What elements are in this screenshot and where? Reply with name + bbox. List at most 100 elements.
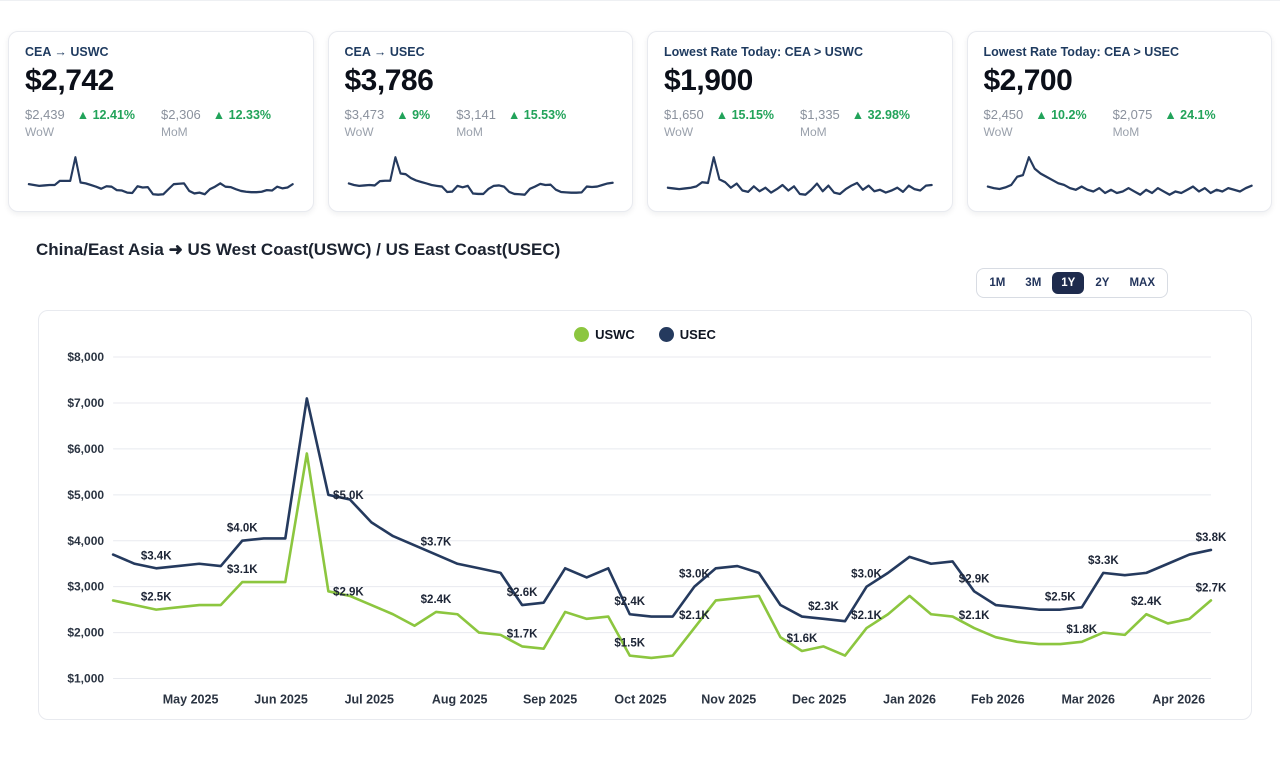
wow-label: WoW — [25, 125, 55, 139]
mom-value: $3,141 — [456, 107, 496, 122]
rate-cards-row: CEA → USWC $2,742 $2,439 ▲ 12.41% WoW $2… — [0, 0, 1280, 220]
svg-text:Nov 2025: Nov 2025 — [701, 693, 756, 707]
svg-text:$3.4K: $3.4K — [141, 550, 172, 562]
wow-value: $2,439 — [25, 107, 65, 122]
wow-label: WoW — [344, 125, 374, 139]
current-rate: $3,786 — [344, 64, 434, 97]
svg-text:$2.5K: $2.5K — [141, 592, 172, 604]
mom-stat: $2,075 ▲ 24.1% MoM — [1113, 107, 1216, 139]
rate-card-cea-usec: CEA → USEC $3,786 $3,473 ▲ 9% WoW $3,141… — [327, 31, 633, 212]
svg-text:$1.8K: $1.8K — [1066, 624, 1097, 636]
svg-text:$2.5K: $2.5K — [1045, 592, 1076, 604]
mom-label: MoM — [161, 125, 188, 139]
rate-sparkline — [27, 156, 294, 196]
legend-item-usec[interactable]: USEC — [658, 326, 716, 342]
svg-text:$3.7K: $3.7K — [421, 537, 452, 549]
svg-text:Dec 2025: Dec 2025 — [792, 693, 846, 707]
route-label: Lowest Rate Today: CEA > USWC — [664, 45, 863, 59]
wow-stat: $3,473 ▲ 9% WoW — [345, 107, 431, 139]
route-label: Lowest Rate Today: CEA > USEC — [983, 45, 1180, 59]
mom-label: MoM — [800, 125, 827, 139]
wow-value: $3,473 — [344, 107, 385, 122]
wow-change: ▲ 12.41% — [76, 108, 136, 122]
mom-stat: $2,306 ▲ 12.33% MoM — [161, 107, 271, 139]
svg-text:$2,000: $2,000 — [67, 626, 104, 640]
route-label: CEA → USEC — [344, 45, 425, 59]
svg-text:$1.5K: $1.5K — [614, 638, 645, 650]
svg-text:Feb 2026: Feb 2026 — [971, 693, 1025, 707]
svg-text:$2.9K: $2.9K — [333, 586, 364, 598]
range-button-1m[interactable]: 1M — [980, 272, 1014, 294]
wow-stat: $2,439 ▲ 12.41% WoW — [25, 107, 135, 139]
mom-change: ▲ 12.33% — [212, 108, 272, 122]
svg-text:$2.1K: $2.1K — [851, 610, 882, 622]
section-title: China/East Asia ➜ US West Coast(USWC) / … — [36, 240, 561, 259]
wow-stat: $1,650 ▲ 15.15% WoW — [664, 107, 774, 139]
rate-card-lowest-uswc: Lowest Rate Today: CEA > USWC $1,900 $1,… — [647, 31, 953, 212]
svg-text:$5.0K: $5.0K — [333, 490, 364, 502]
mom-change: ▲ 32.98% — [851, 108, 911, 122]
svg-text:$2.4K: $2.4K — [421, 594, 452, 606]
range-button-2y[interactable]: 2Y — [1086, 272, 1118, 294]
svg-text:$1.7K: $1.7K — [507, 628, 538, 640]
svg-text:$3.3K: $3.3K — [1088, 555, 1119, 567]
svg-text:$3.0K: $3.0K — [851, 569, 882, 581]
current-rate: $2,700 — [983, 64, 1073, 97]
svg-text:$7,000: $7,000 — [67, 396, 104, 410]
svg-text:Mar 2026: Mar 2026 — [1061, 693, 1115, 707]
svg-text:$3,000: $3,000 — [67, 580, 104, 594]
svg-text:$2.4K: $2.4K — [614, 596, 645, 608]
svg-text:$4.0K: $4.0K — [227, 523, 258, 535]
mom-change: ▲ 24.1% — [1164, 108, 1216, 122]
legend-label: USEC — [679, 326, 716, 342]
mom-stat: $1,335 ▲ 32.98% MoM — [800, 107, 910, 139]
svg-text:$5,000: $5,000 — [67, 488, 104, 502]
svg-text:$2.3K: $2.3K — [808, 601, 839, 613]
range-button-max[interactable]: MAX — [1120, 272, 1164, 294]
svg-text:$6,000: $6,000 — [67, 442, 104, 456]
time-range-row: 1M 3M 1Y 2Y MAX — [0, 268, 1280, 298]
svg-text:$2.9K: $2.9K — [959, 573, 990, 585]
wow-change: ▲ 15.15% — [715, 108, 775, 122]
svg-text:Sep 2025: Sep 2025 — [523, 693, 577, 707]
range-button-3m[interactable]: 3M — [1016, 272, 1050, 294]
rate-sparkline — [347, 156, 614, 196]
range-button-1y[interactable]: 1Y — [1052, 272, 1085, 294]
mom-label: MoM — [1112, 125, 1140, 139]
rate-stats: $2,439 ▲ 12.41% WoW $2,306 ▲ 12.33% MoM — [25, 107, 297, 139]
svg-text:$4,000: $4,000 — [67, 534, 104, 548]
svg-text:$2.4K: $2.4K — [1131, 596, 1162, 608]
svg-text:Jan 2026: Jan 2026 — [883, 693, 936, 707]
svg-text:$2.7K: $2.7K — [1196, 582, 1227, 594]
rate-stats: $3,473 ▲ 9% WoW $3,141 ▲ 15.53% MoM — [345, 107, 617, 139]
rates-line-chart[interactable]: $1,000 $2,000 $3,000 $4,000 $5,000 $6,000 $7,0… — [49, 347, 1241, 713]
rate-card-cea-uswc: CEA → USWC $2,742 $2,439 ▲ 12.41% WoW $2… — [8, 31, 314, 212]
wow-change: ▲ 10.2% — [1035, 108, 1087, 122]
wow-stat: $2,450 ▲ 10.2% WoW — [984, 107, 1087, 139]
legend-item-uswc[interactable]: USWC — [574, 326, 635, 342]
svg-text:$2.6K: $2.6K — [507, 587, 538, 599]
mom-label: MoM — [456, 125, 483, 139]
svg-text:$8,000: $8,000 — [67, 350, 104, 364]
freight-rates-dashboard: CEA → USWC $2,742 $2,439 ▲ 12.41% WoW $2… — [0, 0, 1280, 720]
rate-stats: $2,450 ▲ 10.2% WoW $2,075 ▲ 24.1% MoM — [984, 107, 1256, 139]
wow-label: WoW — [664, 125, 694, 139]
current-rate: $1,900 — [664, 64, 753, 97]
wow-value: $2,450 — [983, 107, 1024, 122]
legend-label: USWC — [595, 326, 635, 342]
svg-text:$3.1K: $3.1K — [227, 564, 258, 576]
current-rate: $2,742 — [25, 64, 114, 97]
main-chart-card: USWC USEC $1,000 $2,000 $3,000 $4,000 $5,000… — [38, 310, 1252, 720]
svg-text:$1,000: $1,000 — [67, 672, 104, 686]
mom-value: $2,075 — [1112, 107, 1153, 122]
route-label: CEA → USWC — [25, 45, 109, 59]
svg-text:$3.0K: $3.0K — [679, 569, 710, 581]
svg-text:$1.6K: $1.6K — [787, 633, 818, 645]
svg-text:Apr 2026: Apr 2026 — [1152, 693, 1205, 707]
chart-legend: USWC USEC — [49, 323, 1241, 345]
mom-value: $1,335 — [800, 107, 840, 122]
svg-text:Aug 2025: Aug 2025 — [432, 693, 488, 707]
rate-sparkline — [666, 156, 933, 196]
svg-text:$3.8K: $3.8K — [1196, 532, 1227, 544]
rate-stats: $1,650 ▲ 15.15% WoW $1,335 ▲ 32.98% MoM — [664, 107, 936, 139]
